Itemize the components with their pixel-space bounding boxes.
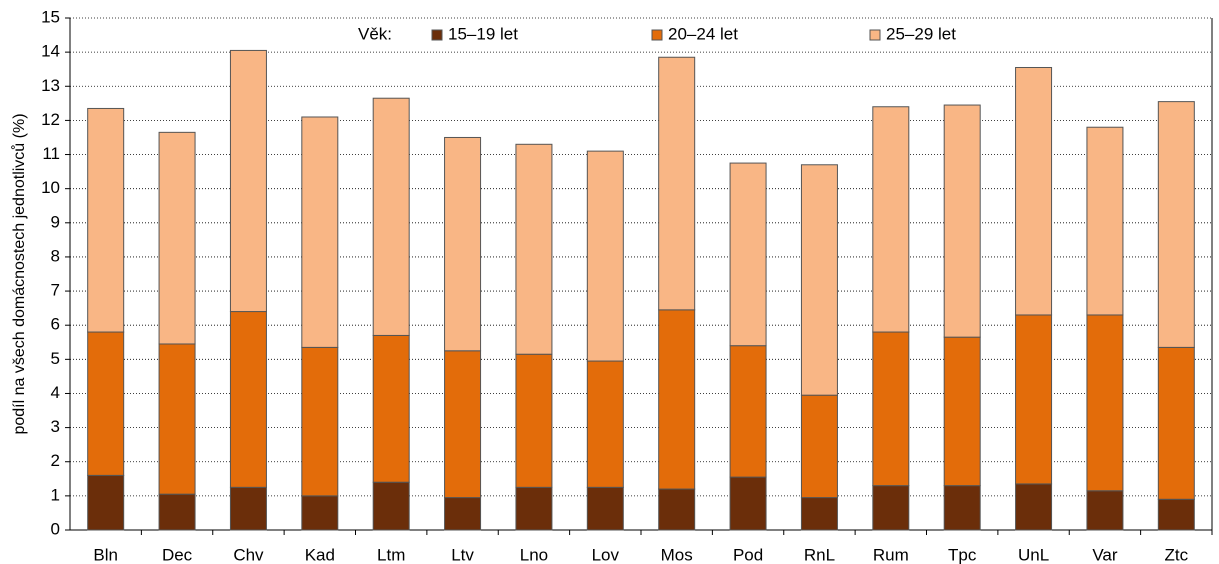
- x-tick-label: UnL: [1018, 545, 1049, 564]
- y-tick-label: 8: [51, 246, 60, 265]
- bar-segment: [229, 311, 267, 488]
- y-tick-label: 4: [51, 383, 60, 402]
- y-tick-label: 12: [41, 110, 60, 129]
- legend-swatch: [869, 29, 881, 41]
- bar-segment: [658, 309, 696, 490]
- bar-segment: [158, 131, 196, 345]
- bar-segment: [943, 485, 981, 531]
- bar-segment: [586, 150, 624, 362]
- x-tick-label: Ltm: [377, 545, 405, 564]
- bar-segment: [943, 336, 981, 487]
- legend-swatch: [431, 29, 443, 41]
- x-tick-label: Mos: [661, 545, 693, 564]
- bar-segment: [1157, 101, 1195, 348]
- bar-segment: [1086, 314, 1124, 492]
- bar-segment: [158, 493, 196, 531]
- bar-segment: [158, 343, 196, 495]
- y-tick-label: 3: [51, 417, 60, 436]
- bar-segment: [87, 474, 125, 531]
- bar-segment: [1157, 346, 1195, 500]
- bar-segment: [444, 350, 482, 499]
- bar-segment: [658, 56, 696, 311]
- y-axis-label: podíl na všech domácnostech jednotlivců …: [10, 113, 28, 434]
- x-tick-label: Ztc: [1165, 545, 1189, 564]
- bar-segment: [586, 360, 624, 488]
- bar-segment: [87, 107, 125, 333]
- y-tick-label: 9: [51, 212, 60, 231]
- x-tick-label: Ltv: [451, 545, 474, 564]
- x-tick-label: Var: [1092, 545, 1118, 564]
- bar-segment: [515, 353, 553, 488]
- legend-title: Věk:: [358, 24, 392, 43]
- y-tick-label: 1: [51, 485, 60, 504]
- bar-segment: [301, 495, 339, 531]
- legend-label: 20–24 let: [668, 24, 738, 43]
- bar-segment: [800, 164, 838, 396]
- bar-segment: [372, 97, 410, 336]
- bar-segment: [515, 143, 553, 355]
- bar-segment: [872, 106, 910, 333]
- bar-segment: [301, 346, 339, 497]
- bar-segment: [87, 331, 125, 476]
- x-tick-label: RnL: [804, 545, 835, 564]
- bar-segment: [1015, 314, 1053, 485]
- bar-segment: [1086, 126, 1124, 316]
- bar-segment: [372, 334, 410, 483]
- x-tick-label: Kad: [305, 545, 335, 564]
- bar-segment: [729, 162, 767, 347]
- x-tick-label: Pod: [733, 545, 763, 564]
- bar-segment: [1015, 483, 1053, 531]
- bar-segment: [372, 481, 410, 531]
- y-tick-label: 10: [41, 178, 60, 197]
- legend-label: 25–29 let: [886, 24, 956, 43]
- bar-segment: [301, 116, 339, 348]
- bar-segment: [1157, 498, 1195, 531]
- x-tick-label: Chv: [233, 545, 264, 564]
- bar-segment: [586, 486, 624, 531]
- x-tick-label: Lno: [520, 545, 548, 564]
- y-tick-label: 15: [41, 7, 60, 26]
- bar-segment: [872, 485, 910, 531]
- bar-segment: [729, 345, 767, 478]
- x-tick-label: Rum: [873, 545, 909, 564]
- bar-segment: [444, 136, 482, 352]
- bar-segment: [658, 488, 696, 531]
- y-tick-label: 0: [51, 519, 60, 538]
- bar-segment: [943, 104, 981, 338]
- legend-label: 15–19 let: [448, 24, 518, 43]
- y-tick-label: 2: [51, 451, 60, 470]
- legend-swatch: [651, 29, 663, 41]
- x-tick-label: Lov: [592, 545, 620, 564]
- bar-segment: [1015, 66, 1053, 316]
- y-tick-label: 7: [51, 281, 60, 300]
- bar-segment: [800, 394, 838, 499]
- x-tick-label: Bln: [93, 545, 118, 564]
- y-tick-label: 14: [41, 42, 60, 61]
- y-tick-label: 11: [42, 144, 60, 163]
- y-tick-label: 13: [41, 76, 60, 95]
- y-tick-label: 5: [51, 349, 60, 368]
- bar-segment: [800, 497, 838, 531]
- bar-segment: [444, 497, 482, 531]
- x-tick-label: Tpc: [948, 545, 977, 564]
- bar-segment: [1086, 490, 1124, 531]
- bar-segment: [729, 476, 767, 531]
- y-tick-label: 6: [51, 315, 60, 334]
- bar-segment: [515, 486, 553, 531]
- bar-segment: [229, 486, 267, 531]
- bar-segment: [229, 49, 267, 313]
- x-tick-label: Dec: [162, 545, 193, 564]
- bar-segment: [872, 331, 910, 487]
